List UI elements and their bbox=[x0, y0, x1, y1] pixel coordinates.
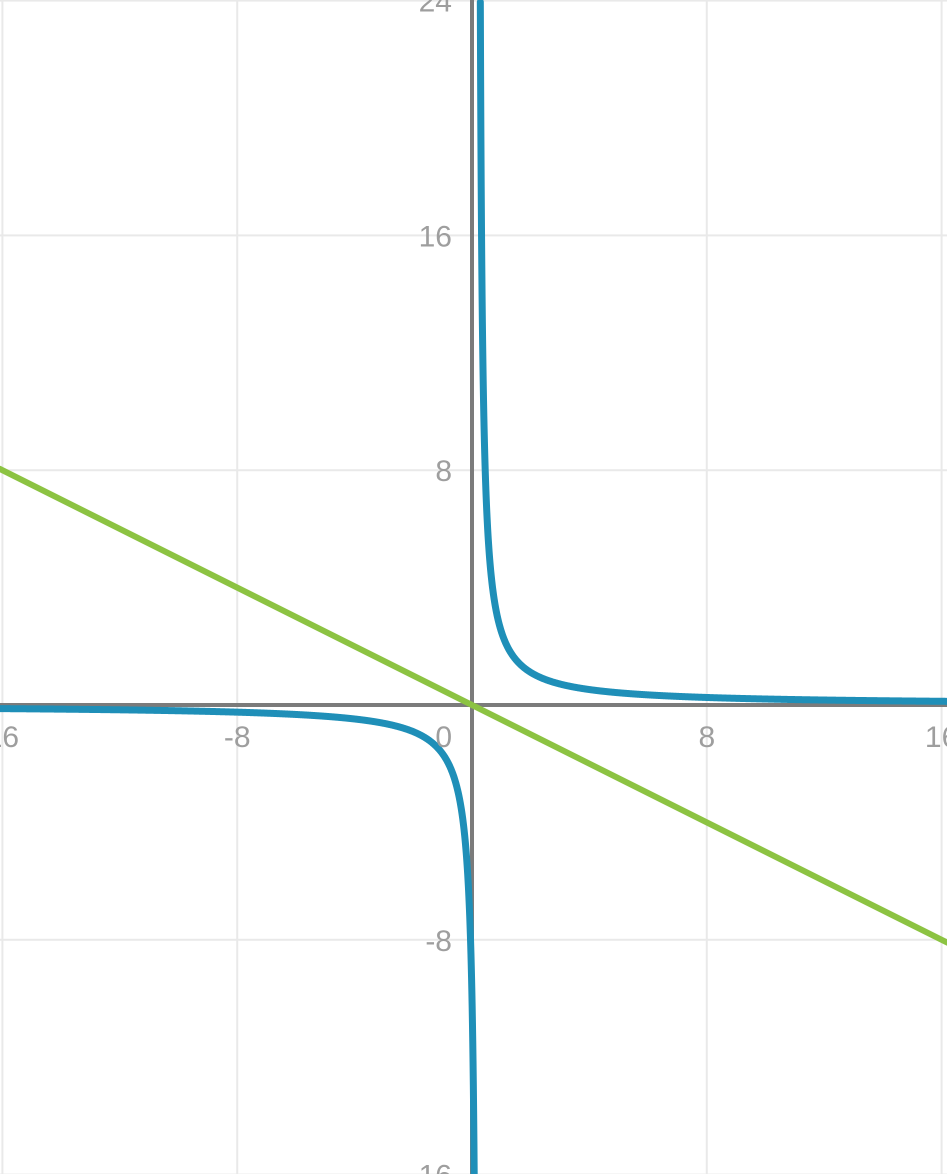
y-axis-tick-labels: 24 16 8 -8 16 bbox=[419, 0, 452, 1174]
tick-label-y: 16 bbox=[419, 1160, 452, 1174]
tick-label-y: 8 bbox=[435, 455, 452, 488]
tick-label-x: 16 bbox=[925, 721, 947, 754]
tick-label-y: -8 bbox=[425, 925, 452, 958]
tick-label-x: 8 bbox=[698, 721, 715, 754]
tick-label-x: -8 bbox=[224, 721, 251, 754]
series-line-line[interactable] bbox=[0, 465, 947, 946]
series-curve-right-branch[interactable] bbox=[476, 0, 947, 705]
tick-label-x: 16 bbox=[0, 721, 19, 754]
tick-label-origin: 0 bbox=[435, 721, 452, 754]
tick-label-y: 24 bbox=[419, 0, 452, 19]
tick-label-y: 16 bbox=[419, 220, 452, 253]
x-axis-tick-labels: 16 -8 0 8 16 bbox=[0, 721, 947, 754]
series-curve-left-branch[interactable] bbox=[0, 705, 478, 1174]
